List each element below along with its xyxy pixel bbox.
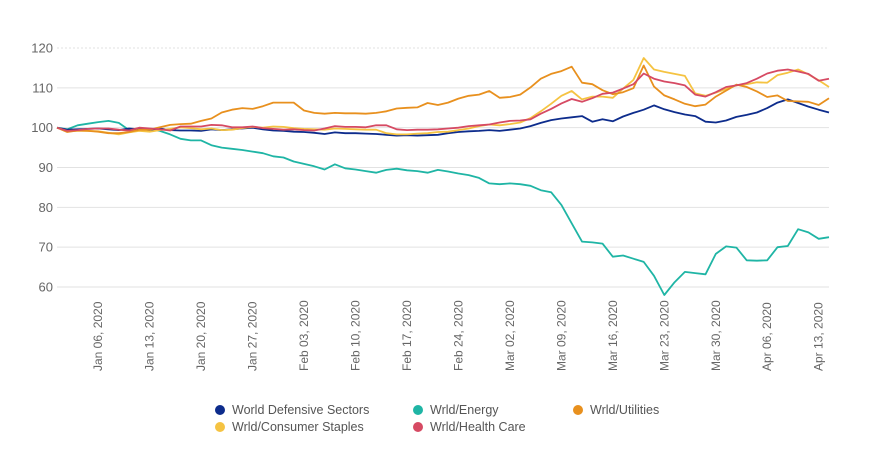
series-line-wrld-utilities[interactable]	[56, 64, 830, 135]
grid-lines	[57, 47, 829, 288]
x-tick-label: Apr 06, 2020	[760, 302, 774, 371]
legend-label: Wrld/Utilities	[590, 403, 660, 417]
legend-dot-icon	[413, 422, 423, 432]
x-tick-label: Jan 13, 2020	[143, 301, 157, 371]
y-tick-label: 80	[39, 200, 53, 215]
legend-dot-icon	[573, 405, 583, 415]
legend-item-energy[interactable]: Wrld/Energy	[413, 403, 499, 417]
series-line-wrld-consumer-staples[interactable]	[56, 57, 830, 136]
y-tick-label: 60	[39, 280, 53, 295]
y-axis: 60 70 80 90 100 110 120	[31, 41, 53, 295]
legend-item-consumer-staples[interactable]: Wrld/Consumer Staples	[215, 420, 364, 434]
x-tick-label: Jan 20, 2020	[194, 301, 208, 371]
legend-label: World Defensive Sectors	[232, 403, 370, 417]
series-line-world-defensive-sectors[interactable]	[56, 98, 830, 137]
x-tick-label: Apr 13, 2020	[812, 302, 826, 371]
x-tick-label: Mar 30, 2020	[709, 300, 723, 371]
x-tick-label: Mar 23, 2020	[657, 300, 671, 371]
legend-label: Wrld/Energy	[430, 403, 499, 417]
legend-item-health-care[interactable]: Wrld/Health Care	[413, 420, 526, 434]
series-line-wrld-health-care[interactable]	[56, 68, 830, 132]
series-lines	[56, 57, 830, 296]
series-line-wrld-energy[interactable]	[56, 120, 830, 296]
legend-item-utilities[interactable]: Wrld/Utilities	[573, 403, 659, 417]
y-tick-label: 110	[32, 80, 53, 95]
legend-label: Wrld/Health Care	[430, 420, 526, 434]
x-tick-label: Feb 17, 2020	[400, 300, 414, 371]
y-tick-label: 70	[39, 240, 53, 255]
x-tick-label: Feb 24, 2020	[451, 300, 465, 371]
x-tick-label: Mar 16, 2020	[606, 300, 620, 371]
legend-label: Wrld/Consumer Staples	[232, 420, 364, 434]
y-tick-label: 100	[31, 120, 53, 135]
x-axis: Jan 06, 2020 Jan 13, 2020 Jan 20, 2020 Jan …	[91, 300, 826, 371]
legend-dot-icon	[215, 405, 225, 415]
line-chart: 60 70 80 90 100 110 120 Jan 06, 2020 Jan 13, 20…	[31, 41, 830, 371]
legend-dot-icon	[215, 422, 225, 432]
x-tick-label: Mar 02, 2020	[503, 300, 517, 371]
legend-dot-icon	[413, 405, 423, 415]
x-tick-label: Mar 09, 2020	[554, 300, 568, 371]
y-tick-label: 90	[39, 160, 53, 175]
x-tick-label: Jan 06, 2020	[91, 301, 105, 371]
x-tick-label: Jan 27, 2020	[246, 301, 260, 371]
x-tick-label: Feb 03, 2020	[297, 300, 311, 371]
x-tick-label: Feb 10, 2020	[349, 300, 363, 371]
y-tick-label: 120	[31, 41, 53, 56]
legend-item-world-defensive-sectors[interactable]: World Defensive Sectors	[215, 403, 369, 417]
